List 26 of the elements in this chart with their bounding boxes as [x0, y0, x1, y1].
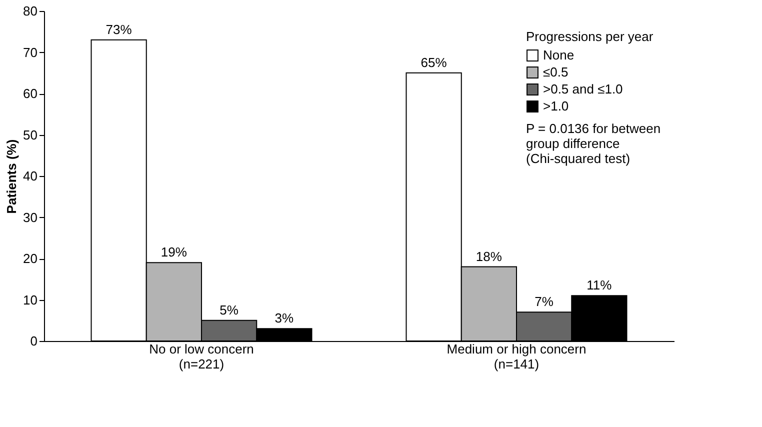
legend-label: >0.5 and ≤1.0	[543, 82, 623, 96]
y-tick-label: 10	[23, 292, 38, 308]
annotation: P = 0.0136 for between group difference (Chi-squared test)	[526, 121, 661, 166]
y-tick-label: 30	[23, 210, 38, 225]
data-label: 19%	[160, 244, 188, 260]
data-label: 3%	[274, 310, 294, 326]
legend-title: Progressions per year	[526, 29, 654, 44]
y-tick-label: 20	[23, 251, 38, 266]
x-tick-label: Medium or high concern (n=141)	[446, 342, 586, 372]
y-tick-label: 50	[23, 127, 38, 142]
y-tick-label: 80	[23, 4, 38, 18]
y-tick-label: 0	[30, 334, 38, 348]
legend-label: ≤0.5	[543, 64, 568, 80]
data-label: 5%	[220, 302, 239, 318]
legend-label: None	[543, 48, 574, 62]
data-label: 65%	[420, 54, 448, 70]
legend-label: >1.0	[543, 98, 569, 114]
x-tick-label: No or low concern (n=221)	[149, 342, 254, 372]
data-label: 18%	[476, 248, 502, 264]
y-tick-label: 40	[23, 168, 38, 184]
y-tick-label: 60	[23, 86, 38, 101]
y-tick-label: 70	[23, 44, 38, 60]
data-label: 73%	[106, 22, 132, 37]
data-label: 7%	[534, 294, 554, 310]
y-axis-title: Patients (%)	[4, 139, 20, 214]
data-label: 11%	[586, 278, 612, 293]
